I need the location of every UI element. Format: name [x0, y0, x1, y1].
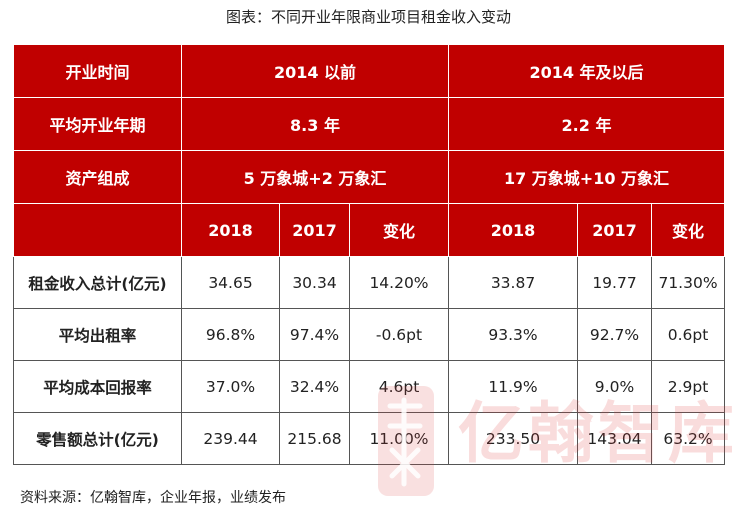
- table-cell: 34.65: [181, 256, 280, 309]
- table-row-retail-sales: 零售额总计(亿元) 239.44 215.68 11.00% 233.50 14…: [13, 412, 726, 465]
- header-row-columns: 2018 2017 变化 2018 2017 变化: [13, 203, 726, 257]
- group-a-assets: 5 万象城+2 万象汇: [181, 150, 449, 204]
- col-header-a-2017: 2017: [279, 203, 350, 257]
- row-label-open-time: 开业时间: [13, 44, 182, 98]
- row-label: 租金收入总计(亿元): [13, 256, 182, 309]
- table-cell: 92.7%: [577, 308, 652, 361]
- row-label-columns-empty: [13, 203, 182, 257]
- header-row-avg-years: 平均开业年期 8.3 年 2.2 年: [13, 97, 726, 151]
- group-b-avg-years: 2.2 年: [447, 97, 726, 151]
- table-cell: 96.8%: [181, 308, 280, 361]
- table-cell: -0.6pt: [349, 308, 449, 361]
- col-header-b-2017: 2017: [577, 203, 652, 257]
- table-cell: 4.6pt: [349, 360, 449, 413]
- table-cell: 143.04: [577, 412, 652, 465]
- source-note: 资料来源：亿翰智库，企业年报，业绩发布: [20, 490, 286, 506]
- table-cell: 11.9%: [448, 360, 578, 413]
- table-cell: 63.2%: [650, 412, 726, 465]
- table-cell: 19.77: [577, 256, 652, 309]
- col-header-b-2018: 2018: [448, 203, 578, 257]
- col-header-b-change: 变化: [650, 203, 726, 257]
- table-row-return-on-cost: 平均成本回报率 37.0% 32.4% 4.6pt 11.9% 9.0% 2.9…: [13, 360, 726, 413]
- table-cell: 71.30%: [650, 256, 726, 309]
- table-cell: 233.50: [448, 412, 578, 465]
- table-cell: 0.6pt: [650, 308, 726, 361]
- table-cell: 215.68: [279, 412, 350, 465]
- group-a-open-time: 2014 以前: [181, 44, 449, 98]
- row-label: 零售额总计(亿元): [13, 412, 182, 465]
- table-row-occupancy: 平均出租率 96.8% 97.4% -0.6pt 93.3% 92.7% 0.6…: [13, 308, 726, 361]
- col-header-a-change: 变化: [349, 203, 449, 257]
- row-label-avg-years: 平均开业年期: [13, 97, 182, 151]
- table-cell: 93.3%: [448, 308, 578, 361]
- group-a-avg-years: 8.3 年: [181, 97, 449, 151]
- table-cell: 239.44: [181, 412, 280, 465]
- table-cell: 30.34: [279, 256, 350, 309]
- table-cell: 11.00%: [349, 412, 449, 465]
- row-label: 平均成本回报率: [13, 360, 182, 413]
- table-cell: 2.9pt: [650, 360, 726, 413]
- table-cell: 33.87: [448, 256, 578, 309]
- group-b-assets: 17 万象城+10 万象汇: [447, 150, 726, 204]
- table-cell: 32.4%: [279, 360, 350, 413]
- chart-title: 图表：不同开业年限商业项目租金收入变动: [225, 8, 511, 26]
- header-row-assets: 资产组成 5 万象城+2 万象汇 17 万象城+10 万象汇: [13, 150, 726, 204]
- group-b-open-time: 2014 年及以后: [447, 44, 726, 98]
- col-header-a-2018: 2018: [181, 203, 280, 257]
- header-row-open-time: 开业时间 2014 以前 2014 年及以后: [13, 44, 726, 98]
- table-row-rent-income: 租金收入总计(亿元) 34.65 30.34 14.20% 33.87 19.7…: [13, 256, 726, 309]
- row-label-assets: 资产组成: [13, 150, 182, 204]
- rent-income-table: 开业时间 2014 以前 2014 年及以后 平均开业年期 8.3 年 2.2 …: [13, 44, 726, 465]
- row-label: 平均出租率: [13, 308, 182, 361]
- table-cell: 14.20%: [349, 256, 449, 309]
- table-cell: 97.4%: [279, 308, 350, 361]
- table-cell: 9.0%: [577, 360, 652, 413]
- table-cell: 37.0%: [181, 360, 280, 413]
